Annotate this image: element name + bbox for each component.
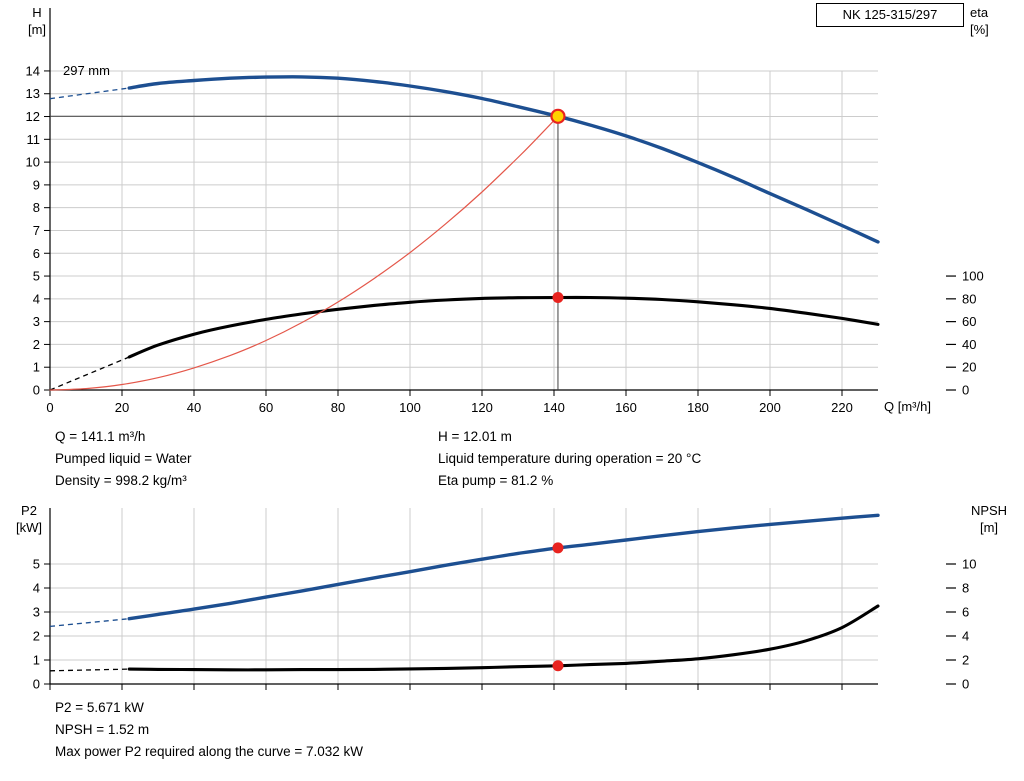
npsh-curve	[127, 604, 880, 672]
y-right-tick-label: 60	[962, 314, 976, 329]
x-tick-label: 140	[543, 400, 565, 415]
liquid-temperature-text: Liquid temperature during operation = 20…	[438, 451, 702, 466]
power-npsh-chart[interactable]: 0 1 2 3 4 5 0 2 4 6 8 10	[0, 497, 1024, 697]
head-curve-297mm	[127, 75, 880, 244]
npsh-point	[552, 660, 564, 672]
eta-pump-text: Eta pump = 81.2 %	[438, 473, 554, 488]
y-right-tick-label: 0	[962, 677, 969, 692]
power-info-column: P2 = 5.671 kW NPSH = 1.52 m Max power P2…	[55, 697, 363, 763]
p2-point	[552, 542, 564, 554]
eta-axis-title-line2: [%]	[970, 22, 989, 37]
y-left-tick-label: 1	[33, 653, 40, 668]
y-right-tick-label: 10	[962, 557, 976, 572]
npsh-axis-title: NPSH [m]	[960, 502, 1018, 536]
y-left-tick-label: 10	[26, 155, 40, 170]
y-right-tick-label: 2	[962, 653, 969, 668]
y-left-tick-label: 0	[33, 677, 40, 692]
npsh-axis-title-line2: [m]	[979, 520, 999, 535]
p2-value-text: P2 = 5.671 kW	[55, 700, 144, 715]
duty-info-right-column: H = 12.01 m Liquid temperature during op…	[438, 426, 701, 492]
y-left-tick-label: 6	[33, 246, 40, 261]
x-tick-label: 200	[759, 400, 781, 415]
eta-axis-title-line1: eta	[970, 5, 989, 20]
system-curve	[49, 115, 559, 391]
y-left-tick-label: 13	[26, 86, 40, 101]
p2-curve	[127, 513, 880, 621]
y-left-tick-label: 1	[33, 360, 40, 375]
y-right-tick-label: 4	[962, 629, 969, 644]
x-tick-label: 60	[259, 400, 273, 415]
npsh-axis-title-line1: NPSH	[970, 503, 1008, 518]
p2-axis-title: P2 [kW]	[6, 502, 52, 536]
pump-model-badge: NK 125-315/297	[816, 3, 964, 27]
head-curve-297mm-extrapolation	[49, 87, 130, 100]
x-tick-label: 180	[687, 400, 709, 415]
q-axis-title: Q [m³/h]	[884, 399, 931, 414]
y-right-tick-label: 8	[962, 581, 969, 596]
x-tick-label: 40	[187, 400, 201, 415]
y-left-tick-label: 12	[26, 109, 40, 124]
pumped-liquid-text: Pumped liquid = Water	[55, 451, 192, 466]
y-left-tick-label: 9	[33, 177, 40, 192]
impeller-diameter-label: 297 mm	[63, 63, 110, 78]
x-tick-label: 0	[46, 400, 53, 415]
efficiency-point	[552, 291, 564, 303]
h-axis-title: H [m]	[16, 4, 58, 38]
duty-head-text: H = 12.01 m	[438, 429, 512, 444]
y-left-tick-label: 0	[33, 383, 40, 398]
y-left-tick-label: 8	[33, 200, 40, 215]
p2-curve-extrapolation	[49, 618, 130, 628]
duty-flow-text: Q = 141.1 m³/h	[55, 429, 146, 444]
y-left-tick-label: 5	[33, 557, 40, 572]
y-left-tick-label: 4	[33, 291, 40, 306]
x-tick-label: 220	[831, 400, 853, 415]
y-left-tick-label: 2	[33, 629, 40, 644]
y-left-tick-label: 14	[26, 63, 40, 78]
x-tick-label: 160	[615, 400, 637, 415]
x-tick-label: 100	[399, 400, 421, 415]
npsh-curve-extrapolation	[49, 668, 130, 672]
y-right-tick-label: 40	[962, 337, 976, 352]
max-power-text: Max power P2 required along the curve = …	[55, 744, 364, 759]
y-left-tick-label: 3	[33, 605, 40, 620]
y-left-tick-label: 7	[33, 223, 40, 238]
p2-axis-title-line2: [kW]	[16, 520, 42, 535]
y-right-tick-label: 20	[962, 360, 976, 375]
x-tick-label: 120	[471, 400, 493, 415]
y-right-tick-label: 80	[962, 291, 976, 306]
npsh-value-text: NPSH = 1.52 m	[55, 722, 150, 737]
x-tick-label: 20	[115, 400, 129, 415]
y-right-tick-label: 100	[962, 269, 984, 284]
y-left-tick-label: 3	[33, 314, 40, 329]
h-axis-title-line2: [m]	[27, 22, 47, 37]
y-right-tick-label: 0	[962, 383, 969, 398]
x-tick-label: 80	[331, 400, 345, 415]
y-left-tick-label: 4	[33, 581, 40, 596]
density-text: Density = 998.2 kg/m³	[55, 473, 187, 488]
eta-axis-title: eta [%]	[970, 4, 1020, 38]
y-right-tick-label: 6	[962, 605, 969, 620]
y-left-tick-label: 2	[33, 337, 40, 352]
efficiency-curve	[127, 295, 880, 359]
h-axis-title-line1: H	[32, 5, 42, 20]
duty-info-left-column: Q = 141.1 m³/h Pumped liquid = Water Den…	[55, 426, 191, 492]
p2-axis-title-line1: P2	[21, 503, 37, 518]
y-left-tick-label: 11	[27, 132, 41, 147]
duty-point[interactable]	[550, 108, 566, 124]
y-left-tick-label: 5	[33, 269, 40, 284]
